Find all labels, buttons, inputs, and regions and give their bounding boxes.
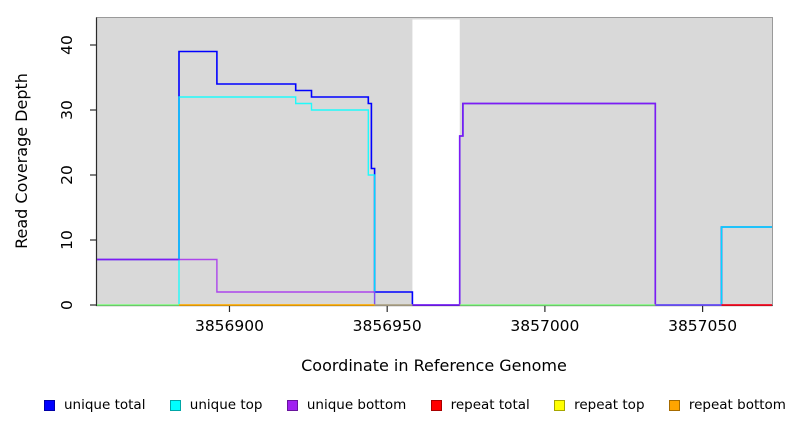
legend-entry-repeat-bottom: repeat bottom <box>668 397 786 413</box>
y-tick-label: 40 <box>58 35 76 55</box>
legend-label: repeat total <box>450 397 530 413</box>
x-tick-label: 3857000 <box>510 317 579 335</box>
legend-swatch-icon <box>286 399 298 411</box>
legend-swatch-icon <box>430 399 442 411</box>
legend-entry-repeat-top: repeat top <box>554 397 645 413</box>
legend-swatch-icon <box>44 399 55 411</box>
legend-label: unique total <box>64 397 146 413</box>
x-tick-label: 3856950 <box>353 317 422 335</box>
legend-label: unique bottom <box>306 397 407 413</box>
legend-swatch-icon <box>169 399 181 411</box>
masked-region <box>412 19 460 305</box>
y-axis-title: Read Coverage Depth <box>12 73 31 249</box>
chart-legend: unique total unique top unique bottom repea… <box>44 397 786 413</box>
legend-entry-unique-top: unique top <box>169 397 263 413</box>
series-line-unique-top <box>97 96 413 306</box>
legend-entry-repeat-total: repeat total <box>430 397 530 413</box>
y-tick-label: 10 <box>58 230 76 250</box>
y-tick-label: 30 <box>58 100 76 120</box>
legend-swatch-icon <box>668 399 680 411</box>
legend-label: repeat top <box>574 397 645 413</box>
legend-entry-unique-total: unique total <box>44 397 145 413</box>
series-line-unique-bottom <box>97 102 772 306</box>
legend-swatch-icon <box>554 399 566 411</box>
x-tick-label: 3857050 <box>668 317 737 335</box>
legend-label: repeat bottom <box>688 397 786 413</box>
x-axis-title: Coordinate in Reference Genome <box>301 356 567 375</box>
legend-entry-unique-bottom: unique bottom <box>286 397 407 413</box>
y-tick-label: 20 <box>58 165 76 185</box>
y-tick-label: 0 <box>58 300 76 310</box>
legend-label: unique top <box>189 397 263 413</box>
x-tick-label: 3856900 <box>195 317 264 335</box>
